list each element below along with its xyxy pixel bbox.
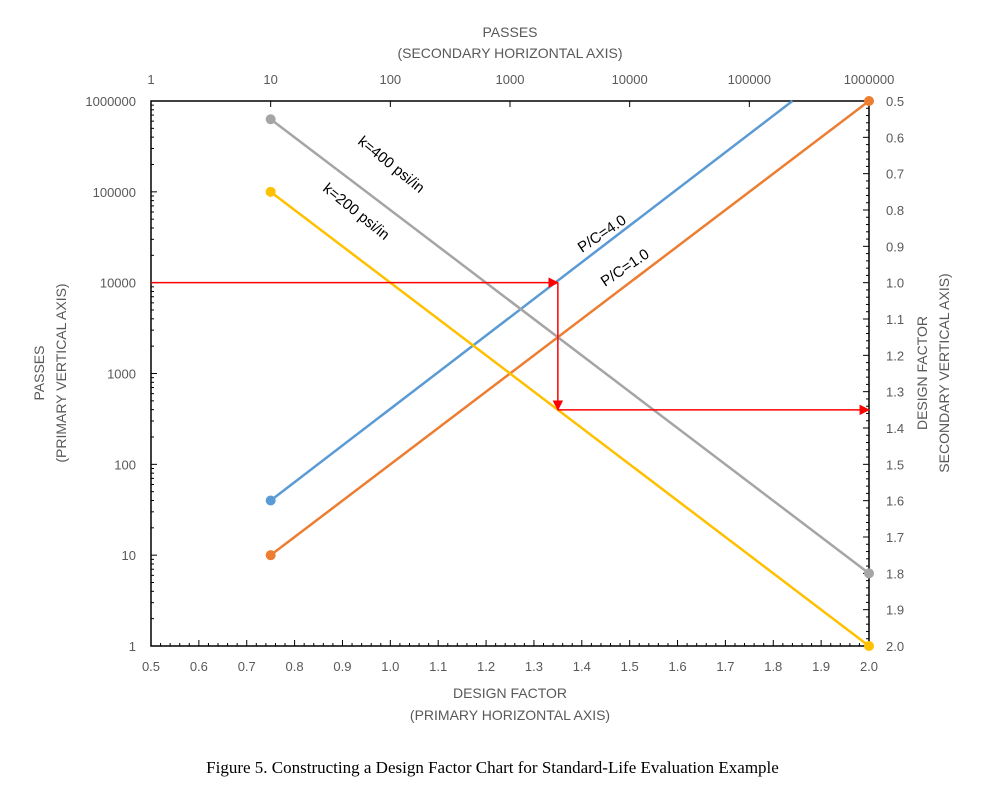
x2-tick-label: 10 — [263, 72, 277, 87]
x-tick-label: 1.4 — [573, 659, 591, 674]
y-tick-label: 1000000 — [85, 94, 136, 109]
y2-tick-label: 1.8 — [886, 566, 904, 581]
x-tick-label: 0.6 — [190, 659, 208, 674]
y2-tick-label: 0.7 — [886, 167, 904, 182]
y2-tick-label: 1.5 — [886, 457, 904, 472]
x-tick-label: 1.7 — [716, 659, 734, 674]
series-marker-3 — [864, 641, 874, 651]
series-marker-0 — [265, 495, 276, 506]
series-marker-1 — [864, 96, 874, 106]
series-label-k400: k=400 psi/in — [354, 133, 427, 197]
x2-tick-label: 1000000 — [844, 72, 895, 87]
series-marker-2 — [864, 568, 874, 579]
y2-tick-label: 0.8 — [886, 203, 904, 218]
figure-caption: Figure 5. Constructing a Design Factor C… — [206, 758, 779, 777]
series-line-2 — [269, 118, 870, 575]
x-tick-label: 1.9 — [812, 659, 830, 674]
x-tick-label: 2.0 — [860, 659, 878, 674]
series-line-0 — [269, 100, 794, 502]
y2-tick-label: 0.6 — [886, 130, 904, 145]
primary-x-axis-title: DESIGN FACTOR — [453, 685, 567, 701]
y2-tick-label: 0.9 — [886, 239, 904, 254]
x2-tick-label: 100000 — [728, 72, 771, 87]
primary-x-axis-subtitle: (PRIMARY HORIZONTAL AXIS) — [410, 707, 610, 723]
x-tick-label: 0.9 — [333, 659, 351, 674]
construction-arrows — [151, 277, 871, 416]
series-marker-3 — [265, 186, 276, 197]
y2-tick-label: 1.0 — [886, 276, 904, 291]
tick-layer: 0.5 0.6 0.7 0.8 0.9 1.0 1.1 1.2 1.3 1.4 1.5 1.6 1.7 1… — [85, 72, 904, 674]
x-tick-label: 1.3 — [525, 659, 543, 674]
y-tick-label: 1 — [129, 639, 136, 654]
series-label-pc1: P/C=1.0 — [598, 246, 653, 291]
x-tick-label: 1.5 — [621, 659, 639, 674]
x2-tick-label: 1000 — [496, 72, 525, 87]
x2-tick-label: 10000 — [612, 72, 648, 87]
x-tick-label: 1.6 — [668, 659, 686, 674]
x-tick-label: 1.0 — [381, 659, 399, 674]
y2-tick-label: 1.3 — [886, 385, 904, 400]
x-tick-label: 0.7 — [238, 659, 256, 674]
x-tick-label: 1.1 — [429, 659, 447, 674]
series-label-k200: k=200 psi/in — [319, 180, 392, 244]
series-marker-1 — [265, 550, 276, 561]
x-tick-label: 0.5 — [142, 659, 160, 674]
series-layer — [265, 96, 874, 651]
secondary-y-axis-title: DESIGN FACTOR — [914, 316, 930, 430]
y-tick-label: 10000 — [100, 276, 136, 291]
x2-tick-label: 100 — [379, 72, 401, 87]
x-tick-label: 1.2 — [477, 659, 495, 674]
secondary-x-axis-title: PASSES — [483, 24, 538, 40]
x-tick-label: 1.8 — [764, 659, 782, 674]
y2-tick-label: 0.5 — [886, 94, 904, 109]
series-line-1 — [269, 100, 870, 557]
x2-tick-label: 1 — [147, 72, 154, 87]
y-tick-label: 10 — [122, 548, 136, 563]
series-label-pc4: P/C=4.0 — [575, 212, 630, 257]
x-tick-label: 0.8 — [286, 659, 304, 674]
y2-tick-label: 1.2 — [886, 348, 904, 363]
secondary-y-axis-subtitle: SECONDARY VERTICAL AXIS) — [936, 273, 952, 472]
y-tick-label: 100 — [114, 457, 136, 472]
y2-tick-label: 1.7 — [886, 530, 904, 545]
y-tick-label: 100000 — [93, 185, 136, 200]
y-tick-label: 1000 — [107, 367, 136, 382]
y2-tick-label: 2.0 — [886, 639, 904, 654]
y2-tick-label: 1.9 — [886, 603, 904, 618]
secondary-x-axis-subtitle: (SECONDARY HORIZONTAL AXIS) — [397, 45, 622, 61]
series-marker-2 — [265, 114, 276, 125]
y2-tick-label: 1.4 — [886, 421, 904, 436]
y2-tick-label: 1.1 — [886, 312, 904, 327]
primary-y-axis-subtitle: (PRIMARY VERTICAL AXIS) — [53, 283, 69, 462]
series-line-3 — [269, 190, 870, 647]
y2-tick-label: 1.6 — [886, 494, 904, 509]
primary-y-axis-title: PASSES — [31, 346, 47, 401]
